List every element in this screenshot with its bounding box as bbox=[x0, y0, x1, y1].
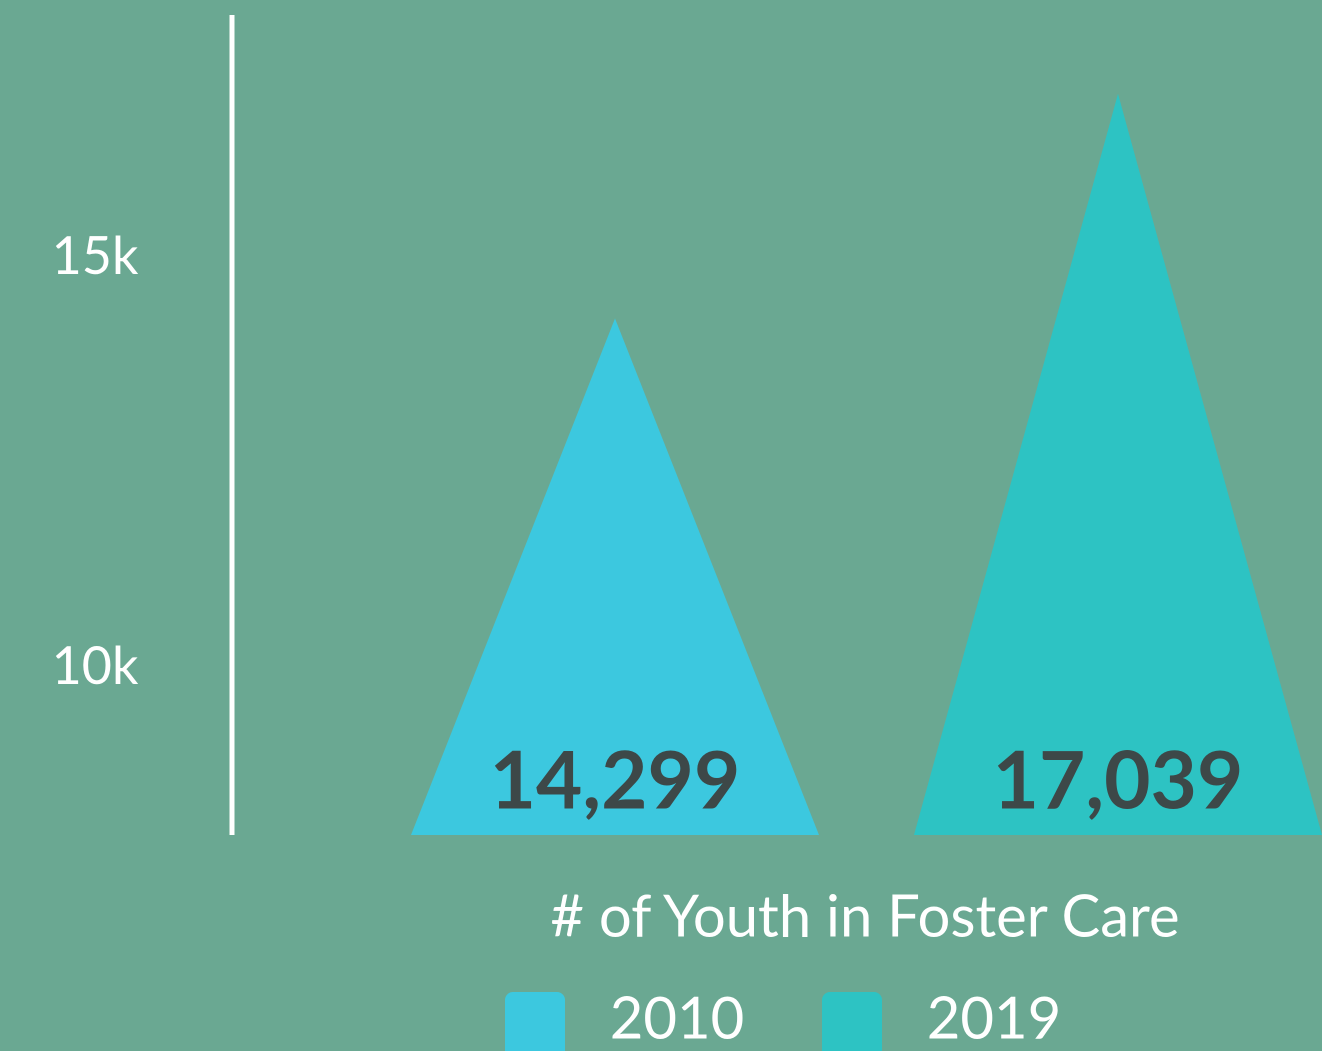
legend-label: 2010 bbox=[610, 983, 745, 1051]
value-label: 14,299 bbox=[490, 731, 741, 827]
legend-swatch bbox=[505, 992, 565, 1051]
triangle-bar bbox=[914, 93, 1322, 835]
x-axis-label: # of Youth in Foster Care bbox=[550, 881, 1179, 950]
legend-label: 2019 bbox=[927, 983, 1062, 1051]
y-tick-label: 15k bbox=[52, 224, 139, 286]
y-tick-label: 10k bbox=[52, 634, 139, 696]
legend-swatch bbox=[822, 992, 882, 1051]
value-label: 17,039 bbox=[993, 731, 1244, 827]
triangle-bar bbox=[411, 318, 819, 835]
